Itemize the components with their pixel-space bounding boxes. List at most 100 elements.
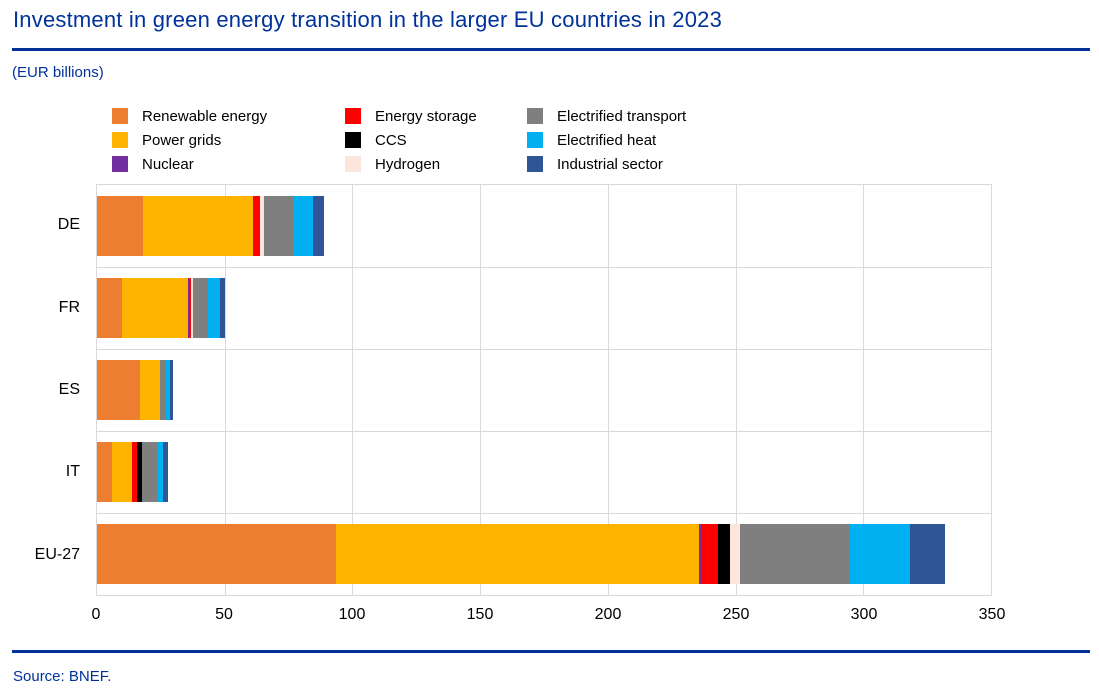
vertical-gridline — [480, 185, 482, 595]
bar-segment-fr-electrified-transport — [193, 278, 208, 338]
legend-label: Industrial sector — [557, 155, 663, 173]
legend-label: Nuclear — [142, 155, 194, 173]
legend-swatch-icon — [527, 108, 543, 124]
legend-item-energy-storage: Energy storage — [345, 104, 477, 128]
legend-item-ccs: CCS — [345, 128, 477, 152]
bar-segment-fr-energy-storage — [189, 278, 192, 338]
bar-row-fr — [97, 267, 991, 349]
bar-segment-de-industrial-sector — [313, 196, 325, 256]
vertical-gridline — [735, 185, 737, 595]
bar-segment-eu-27-renewable-energy — [97, 524, 336, 584]
bar-segment-fr-electrified-heat — [207, 278, 221, 338]
bar-segment-de-energy-storage — [252, 196, 261, 256]
stacked-bar-es — [97, 360, 174, 420]
bar-segment-fr-industrial-sector — [220, 278, 225, 338]
legend-label: CCS — [375, 131, 407, 149]
bar-segment-it-ccs — [137, 442, 142, 502]
vertical-gridline — [607, 185, 609, 595]
chart-title: Investment in green energy transition in… — [13, 7, 723, 32]
x-axis-tick-label: 250 — [722, 606, 750, 623]
bar-segment-it-energy-storage — [131, 442, 138, 502]
horizontal-gridline — [97, 349, 991, 350]
bar-row-de — [97, 185, 991, 267]
legend-item-hydrogen: Hydrogen — [345, 152, 477, 176]
legend-swatch-icon — [345, 156, 361, 172]
legend-swatch-icon — [112, 132, 128, 148]
bar-row-eu-27 — [97, 513, 991, 595]
bar-segment-es-renewable-energy — [97, 360, 141, 420]
x-axis-tick-label: 150 — [466, 606, 494, 623]
bar-segment-de-hydrogen — [260, 196, 264, 256]
bar-segment-de-electrified-heat — [293, 196, 314, 256]
vertical-gridline — [352, 185, 354, 595]
legend-column: Electrified transport Electrified heat Ind… — [527, 104, 686, 176]
y-axis-labels: DE FR ES IT EU-27 — [0, 184, 80, 596]
bar-segment-eu-27-ccs — [718, 524, 731, 584]
bar-segment-de-renewable-energy — [97, 196, 144, 256]
legend-label: Energy storage — [375, 107, 477, 125]
source-note: Source: BNEF. — [13, 668, 112, 685]
plot-area — [96, 184, 992, 596]
horizontal-gridline — [97, 431, 991, 432]
legend-item-industrial-sector: Industrial sector — [527, 152, 686, 176]
bar-segment-fr-power-grids — [122, 278, 188, 338]
horizontal-gridline — [97, 267, 991, 268]
bar-segment-it-industrial-sector — [163, 442, 168, 502]
vertical-gridline — [224, 185, 226, 595]
legend-column: Renewable energy Power grids Nuclear — [112, 104, 267, 176]
bar-segment-es-electrified-heat — [166, 360, 171, 420]
y-axis-label-it: IT — [65, 463, 80, 481]
footer-divider — [12, 650, 1090, 653]
bar-segment-it-renewable-energy — [97, 442, 113, 502]
stacked-bar-it — [97, 442, 168, 502]
bar-segment-it-power-grids — [112, 442, 132, 502]
legend-swatch-icon — [527, 132, 543, 148]
bar-segment-de-electrified-transport — [263, 196, 294, 256]
x-axis-ticks: 0 50 100 150 200 250 300 350 — [92, 606, 1006, 626]
legend-label: Electrified heat — [557, 131, 657, 149]
legend-column: Energy storage CCS Hydrogen — [345, 104, 477, 176]
bar-segment-eu-27-hydrogen — [730, 524, 741, 584]
stacked-bar-eu-27 — [97, 524, 945, 584]
axis-units-label: (EUR billions) — [12, 64, 104, 81]
y-axis-label-es: ES — [58, 380, 80, 398]
x-axis-tick-label: 300 — [850, 606, 878, 623]
title-divider — [12, 48, 1090, 51]
legend-item-renewable-energy: Renewable energy — [112, 104, 267, 128]
legend-item-electrified-heat: Electrified heat — [527, 128, 686, 152]
legend-swatch-icon — [112, 108, 128, 124]
y-axis-label-de: DE — [57, 216, 80, 234]
bar-segment-it-electrified-heat — [156, 442, 164, 502]
x-axis-tick-label: 100 — [338, 606, 366, 623]
x-axis-tick-label: 0 — [91, 606, 101, 623]
legend-label: Renewable energy — [142, 107, 268, 125]
legend-label: Power grids — [142, 131, 222, 149]
legend-swatch-icon — [112, 156, 128, 172]
bar-segment-it-electrified-transport — [141, 442, 157, 502]
legend-swatch-icon — [345, 108, 361, 124]
bar-segment-es-power-grids — [140, 360, 160, 420]
bar-segment-eu-27-nuclear — [698, 524, 702, 584]
x-axis-tick-label: 200 — [594, 606, 622, 623]
bar-segment-eu-27-electrified-transport — [740, 524, 850, 584]
bar-segment-eu-27-industrial-sector — [909, 524, 945, 584]
bar-segment-fr-hydrogen — [191, 278, 194, 338]
legend-item-electrified-transport: Electrified transport — [527, 104, 686, 128]
x-axis-tick-label: 50 — [215, 606, 233, 623]
bar-segment-fr-nuclear — [187, 278, 190, 338]
legend-swatch-icon — [345, 132, 361, 148]
legend-label: Electrified transport — [557, 107, 687, 125]
bar-segment-eu-27-power-grids — [335, 524, 699, 584]
bar-segment-fr-renewable-energy — [97, 278, 123, 338]
legend-item-power-grids: Power grids — [112, 128, 267, 152]
horizontal-gridline — [97, 513, 991, 514]
legend-label: Hydrogen — [375, 155, 441, 173]
y-axis-label-fr: FR — [58, 298, 80, 316]
stacked-bar-fr — [97, 278, 225, 338]
vertical-gridline — [863, 185, 865, 595]
bar-segment-eu-27-electrified-heat — [849, 524, 910, 584]
bar-row-es — [97, 349, 991, 431]
bar-row-it — [97, 431, 991, 513]
y-axis-label-eu-27: EU-27 — [34, 545, 80, 563]
x-axis-tick-label: 350 — [978, 606, 1006, 623]
